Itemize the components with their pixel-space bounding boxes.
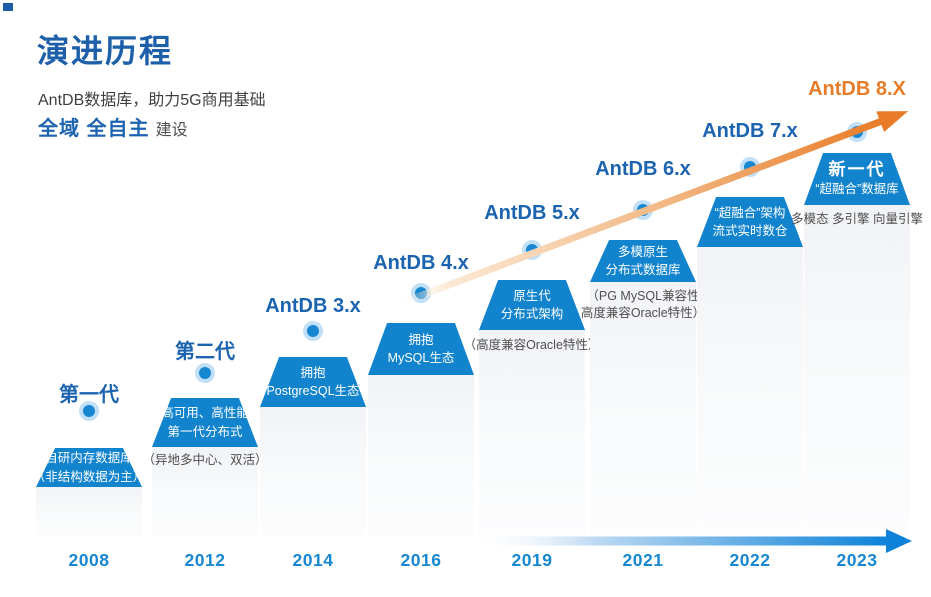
timeline-column-2016: AntDB 4.x 拥抱 MySQL生态 2016 <box>368 0 474 597</box>
milestone-box: 新一代 “超融合”数据库 <box>804 153 910 205</box>
milestone-box: “超融合”架构 流式实时数仓 <box>697 197 803 247</box>
year-label: 2014 <box>292 550 334 570</box>
page-title: 演进历程 <box>37 33 174 69</box>
year-label: 2023 <box>836 550 878 570</box>
milestone-box: 高可用、高性能 第一代分布式 <box>152 398 258 447</box>
milestone-dot <box>637 204 649 216</box>
milestone-dot <box>83 405 95 417</box>
milestone-dot <box>307 325 319 337</box>
milestone-caption: （PG MySQL兼容性 高度兼容Oracle特性） <box>580 289 706 320</box>
milestone-dot <box>744 161 756 173</box>
milestone-box: 多模原生 分布式数据库 <box>590 240 696 282</box>
milestone-box-line: 拥抱 <box>408 332 434 347</box>
generation-label: 第一代 <box>59 384 119 406</box>
column-pillar <box>152 446 258 537</box>
milestone-box-line: 第一代分布式 <box>167 424 243 439</box>
milestone-dot <box>526 244 538 256</box>
milestone-box-line: 分布式架构 <box>500 307 564 321</box>
milestone-box-line: MySQL生态 <box>387 351 455 365</box>
year-label: 2021 <box>622 550 664 570</box>
milestone-dot <box>415 287 427 299</box>
timeline-column-2012: 第二代 高可用、高性能 第一代分布式 （异地多中心、双活） 2012 <box>142 0 267 597</box>
generation-label: AntDB 7.x <box>702 120 798 142</box>
milestone-box-line: 高可用、高性能 <box>161 406 249 421</box>
generation-label: AntDB 8.X <box>808 78 906 100</box>
milestone-box-line: 分布式数据库 <box>605 263 681 277</box>
milestone-box-line: “超融合”架构 <box>714 205 786 220</box>
timeline-column-2008: 第一代 自研内存数据库 （非结构数据为主） 2008 <box>36 0 142 597</box>
milestone-box-line: 自研内存数据库 <box>45 451 133 466</box>
corner-logo-mark <box>3 3 13 11</box>
milestone-box-line: 流式实时数仓 <box>712 224 788 238</box>
column-pillar <box>590 281 696 537</box>
milestone-dot <box>851 126 863 138</box>
milestone-box: 拥抱 MySQL生态 <box>368 323 474 375</box>
timeline-column-2021: AntDB 6.x 多模原生 分布式数据库 （PG MySQL兼容性 高度兼容O… <box>581 0 705 597</box>
year-label: 2016 <box>400 550 442 570</box>
milestone-box-line: 多模原生 <box>617 244 668 259</box>
column-pillar <box>804 204 910 537</box>
column-pillar <box>36 486 142 537</box>
generation-label: AntDB 3.x <box>265 295 361 317</box>
timeline-column-2023: AntDB 8.X 新一代 “超融合”数据库 多模态 多引擎 向量引擎 2023 <box>791 0 923 597</box>
timeline-column-2014: AntDB 3.x 拥抱 PostgreSQL生态 2014 <box>260 0 366 597</box>
timeline-column-2022: AntDB 7.x “超融合”架构 流式实时数仓 2022 <box>697 0 803 597</box>
milestone-caption: 多模态 多引擎 向量引擎 <box>791 212 923 226</box>
generation-label: AntDB 6.x <box>595 158 691 180</box>
milestone-box: 拥抱 PostgreSQL生态 <box>260 357 366 407</box>
slogan: 全域 全自主 建设 <box>38 112 188 141</box>
milestone-caption: （异地多中心、双活） <box>142 453 268 467</box>
year-label: 2022 <box>729 550 771 570</box>
slogan-normal-text: 建设 <box>155 122 188 139</box>
year-label: 2012 <box>184 550 226 570</box>
milestone-box-line: “超融合”数据库 <box>815 182 899 197</box>
milestone-box-line: （非结构数据为主） <box>32 469 146 484</box>
generation-label: AntDB 5.x <box>484 202 580 224</box>
page-subtitle: AntDB数据库，助力5G商用基础 <box>38 92 266 109</box>
column-pillar <box>479 329 585 537</box>
milestone-box-line: 新一代 <box>828 159 886 179</box>
milestone-caption: （高度兼容Oracle特性） <box>463 338 601 352</box>
generation-label: AntDB 4.x <box>373 252 469 274</box>
milestone-box-line: 拥抱 <box>300 365 326 380</box>
year-label: 2008 <box>68 550 110 570</box>
year-label: 2019 <box>511 550 553 570</box>
slogan-strong-text: 全域 全自主 <box>38 118 150 140</box>
milestone-box: 自研内存数据库 （非结构数据为主） <box>36 448 142 487</box>
column-pillar <box>368 374 474 537</box>
milestone-dot <box>199 367 211 379</box>
timeline-column-2019: AntDB 5.x 原生代 分布式架构 （高度兼容Oracle特性） 2019 <box>464 0 601 597</box>
milestone-box-line: PostgreSQL生态 <box>266 384 360 398</box>
column-pillar <box>260 406 366 537</box>
milestone-box-line: 原生代 <box>513 288 551 303</box>
column-pillar <box>697 246 803 537</box>
generation-label: 第二代 <box>175 341 235 363</box>
milestone-box: 原生代 分布式架构 <box>479 280 585 330</box>
